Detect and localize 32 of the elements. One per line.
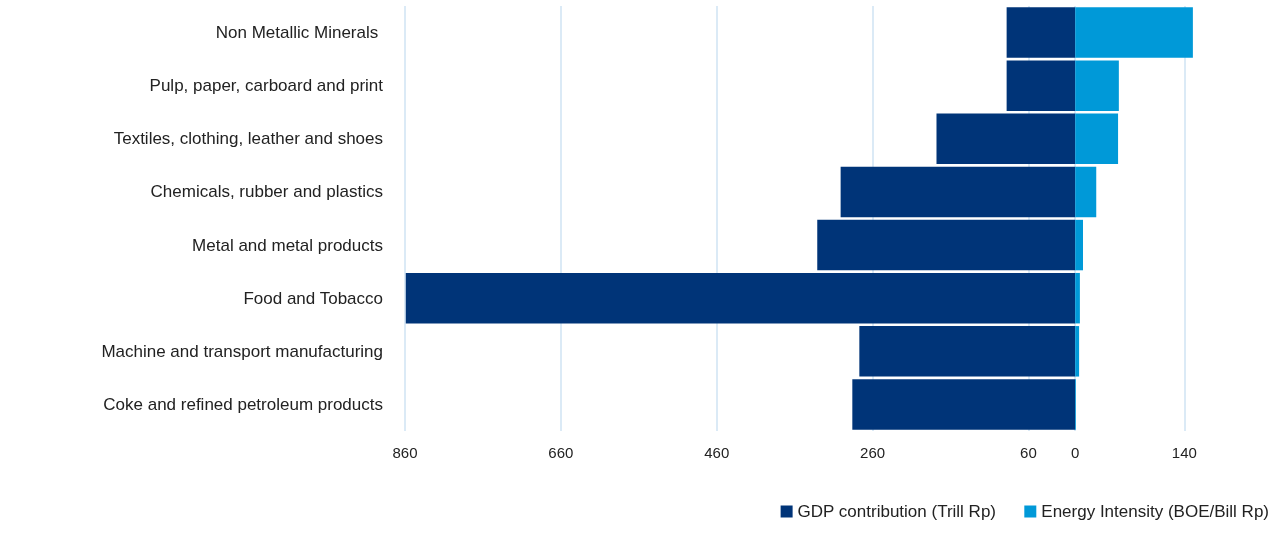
- bar: [1075, 272, 1080, 324]
- bar: [1075, 60, 1119, 111]
- bar: [1075, 113, 1119, 165]
- y-tick-label: Coke and refined petroleum products: [103, 394, 383, 414]
- bar: [852, 379, 1076, 430]
- x-tick-label: 60: [1020, 444, 1037, 461]
- x-tick-label: 660: [548, 444, 574, 461]
- x-tick-label: 0: [1071, 444, 1080, 461]
- bar: [1075, 219, 1083, 271]
- legend-label: GDP contribution (Trill Rp): [797, 502, 996, 521]
- y-tick-label: Food and Tobacco: [243, 288, 383, 308]
- bar: [840, 166, 1076, 218]
- bar: [936, 113, 1076, 165]
- bar: [405, 272, 1076, 324]
- y-tick-label: Chemicals, rubber and plastics: [150, 182, 383, 202]
- y-tick-label: Pulp, paper, carboard and print: [149, 76, 384, 96]
- bar: [1075, 326, 1080, 377]
- bar: [817, 219, 1076, 271]
- x-tick-label: 860: [392, 444, 418, 461]
- y-tick-label: Machine and transport manufacturing: [101, 341, 383, 361]
- x-tick-label: 260: [860, 444, 886, 461]
- y-tick-label: Textiles, clothing, leather and shoes: [113, 129, 383, 149]
- x-tick-label: 140: [1171, 444, 1197, 461]
- legend-label: Energy Intensity (BOE/Bill Rp): [1041, 502, 1270, 521]
- bar: [1075, 7, 1193, 58]
- bar: [1006, 7, 1076, 58]
- bar: [1075, 166, 1097, 218]
- y-tick-label: Metal and metal products: [192, 235, 383, 255]
- bar: [1006, 60, 1076, 111]
- x-tick-label: 460: [704, 444, 730, 461]
- bar: [859, 326, 1076, 377]
- y-tick-label: Non Metallic Minerals: [215, 23, 383, 43]
